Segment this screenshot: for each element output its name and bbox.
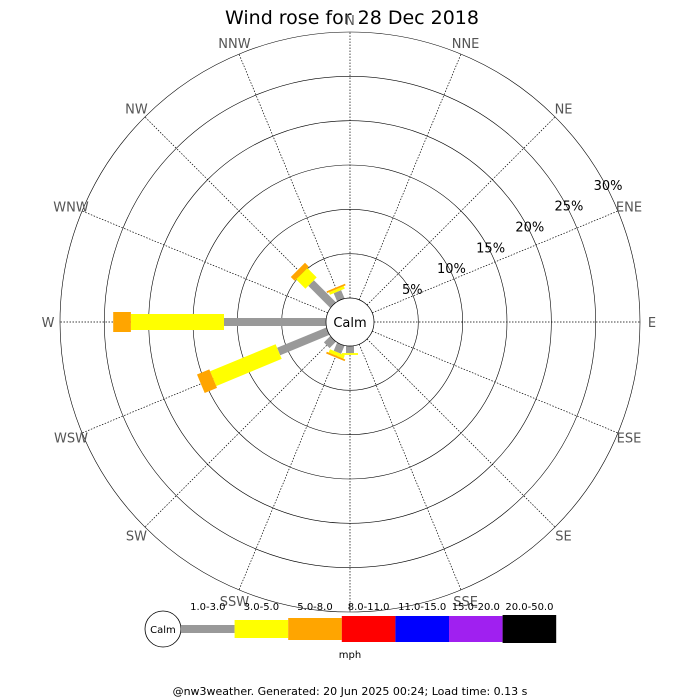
bar-nw-3.0-5.0 <box>296 268 317 289</box>
footer-text: @nw3weather. Generated: 20 Jun 2025 00:2… <box>173 685 528 698</box>
spoke-nw <box>144 116 334 306</box>
ring-25 <box>104 76 596 568</box>
bar-nnw-1.0-3.0 <box>333 290 345 302</box>
spoke-nne <box>358 53 462 300</box>
bar-s-1.0-3.0 <box>346 346 354 354</box>
bar-s-3.0-5.0 <box>342 353 358 355</box>
legend-unit: mph <box>339 650 361 661</box>
bar-nnw-3.0-5.0 <box>329 286 345 295</box>
polar-grid: NNNENEENEEESESESSESSSWSWWSWWWNWNWNNW5%10… <box>42 14 657 633</box>
legend-swatch-15.0-20.0 <box>449 616 503 642</box>
bar-nw-1.0-3.0 <box>308 280 336 308</box>
calm-circle <box>325 297 375 347</box>
bar-wsw-3.0-5.0 <box>210 344 282 387</box>
direction-label-ne: NE <box>555 102 573 117</box>
wind-bars <box>113 262 358 393</box>
radial-tick-10: 10% <box>437 262 466 277</box>
spoke-sw <box>144 338 334 528</box>
bar-wsw-1.0-3.0 <box>277 327 330 356</box>
chart-title: Wind rose for 28 Dec 2018 <box>225 7 479 29</box>
spoke-se <box>366 338 556 528</box>
radial-tick-25: 25% <box>554 200 583 215</box>
legend-label-20.0-50.0: 20.0-50.0 <box>505 602 553 613</box>
direction-label-se: SE <box>555 530 571 545</box>
legend-calm-label: Calm <box>150 625 176 636</box>
legend-swatch-1.0-3.0 <box>181 625 235 633</box>
direction-label-n: N <box>345 14 355 29</box>
direction-label-w: W <box>42 316 55 331</box>
legend-label-15.0-20.0: 15.0-20.0 <box>452 602 500 613</box>
spoke-ese <box>372 330 619 434</box>
bar-w-1.0-3.0 <box>224 318 326 326</box>
direction-label-sw: SW <box>126 530 147 545</box>
spoke-ene <box>372 210 619 314</box>
direction-label-e: E <box>648 316 656 331</box>
bar-nnw-5.0-8.0 <box>326 283 346 293</box>
legend-label-11.0-15.0: 11.0-15.0 <box>398 602 446 613</box>
legend-swatch-5.0-8.0 <box>288 618 342 640</box>
direction-label-wnw: WNW <box>53 200 89 215</box>
legend-swatch-11.0-15.0 <box>395 616 449 642</box>
spoke-ne <box>366 116 556 306</box>
bar-wsw-5.0-8.0 <box>197 369 217 393</box>
legend-label-8.0-11.0: 8.0-11.0 <box>348 602 390 613</box>
direction-label-ene: ENE <box>616 200 642 215</box>
bar-w-5.0-8.0 <box>113 312 131 332</box>
spoke-ssw <box>238 344 342 591</box>
legend-swatch-20.0-50.0 <box>502 615 557 643</box>
direction-label-wsw: WSW <box>54 432 88 447</box>
direction-label-sse: SSE <box>453 595 478 610</box>
bar-ssw-5.0-8.0 <box>326 351 346 362</box>
radial-tick-30: 30% <box>594 179 623 194</box>
bar-nw-5.0-8.0 <box>290 262 309 281</box>
legend-label-3.0-5.0: 3.0-5.0 <box>244 602 279 613</box>
legend: Calm 1.0-3.0 3.0-5.0 5.0-8.0 8.0-11.0 11.0-15… <box>144 602 557 661</box>
calm-label: Calm <box>333 316 366 331</box>
direction-label-ssw: SSW <box>220 595 250 610</box>
direction-label-nnw: NNW <box>218 37 250 52</box>
bar-ssw-3.0-5.0 <box>328 349 345 359</box>
direction-label-nw: NW <box>125 102 148 117</box>
bar-w-3.0-5.0 <box>130 314 224 330</box>
direction-label-ese: ESE <box>617 432 642 447</box>
ring-30 <box>59 31 641 613</box>
legend-swatch-3.0-5.0 <box>234 620 289 638</box>
spoke-nnw <box>238 53 342 300</box>
spoke-sse <box>358 344 462 591</box>
direction-label-nne: NNE <box>452 37 480 52</box>
spoke-wnw <box>81 210 328 314</box>
legend-label-5.0-8.0: 5.0-8.0 <box>297 602 332 613</box>
radial-tick-20: 20% <box>515 220 544 235</box>
radial-tick-5: 5% <box>402 283 423 298</box>
bar-ssw-1.0-3.0 <box>333 342 345 354</box>
legend-swatch-8.0-11.0 <box>341 616 396 642</box>
radial-tick-15: 15% <box>476 241 505 256</box>
legend-label-1.0-3.0: 1.0-3.0 <box>190 602 225 613</box>
